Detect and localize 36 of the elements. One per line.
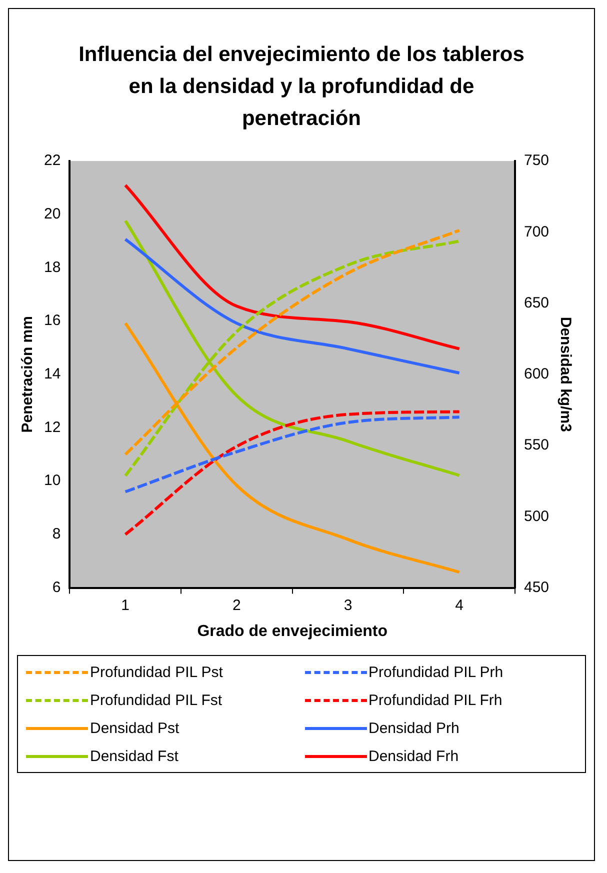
y-tick-label: 18: [44, 258, 61, 276]
y2-tick-label: 450: [524, 578, 550, 596]
x-tick-label: 2: [232, 596, 241, 614]
legend-label: Densidad Prh: [368, 720, 460, 736]
y2-tick-label: 650: [524, 294, 550, 312]
y2-tick-label: 600: [524, 366, 550, 383]
line-series: [124, 416, 461, 494]
y2-tick-label: 500: [524, 508, 550, 525]
legend-label: Profundidad PIL Prh: [368, 664, 504, 680]
y2-tick-label: 750: [524, 152, 550, 170]
y-tick-label: 16: [44, 312, 61, 330]
line-series: [124, 410, 461, 536]
line-series: [124, 184, 461, 350]
y-tick-label: 20: [44, 205, 61, 222]
legend-label: Densidad Pst: [90, 720, 180, 736]
y-tick-label: 6: [52, 578, 61, 596]
y-tick-label: 8: [52, 526, 61, 543]
y2-tick-label: 550: [524, 436, 550, 454]
y2-axis-title: Densidad kg/m3: [556, 316, 574, 432]
legend-label: Profundidad PIL Pst: [90, 664, 223, 680]
y-axis-title: Penetración mm: [19, 316, 36, 433]
y2-tick-label: 700: [524, 223, 550, 240]
x-tick-label: 4: [455, 596, 464, 614]
y-tick-label: 12: [44, 418, 61, 436]
legend-label: Profundidad PIL Frh: [368, 692, 502, 708]
legend-label: Densidad Frh: [368, 748, 459, 764]
legend-label: Profundidad PIL Fst: [90, 692, 222, 708]
y-tick-label: 14: [44, 366, 61, 383]
x-tick-label: 3: [344, 596, 352, 614]
legend-label: Densidad Fst: [90, 748, 178, 764]
line-series: [124, 238, 461, 374]
y-tick-label: 22: [44, 152, 61, 170]
y-tick-label: 10: [44, 472, 61, 490]
x-axis-title: Grado de envejecimiento: [197, 622, 388, 640]
x-tick-label: 1: [121, 596, 130, 614]
chart-title: Influencia del envejecimiento de los tableros en la densidad y la profundidad de penetración: [78, 42, 526, 132]
